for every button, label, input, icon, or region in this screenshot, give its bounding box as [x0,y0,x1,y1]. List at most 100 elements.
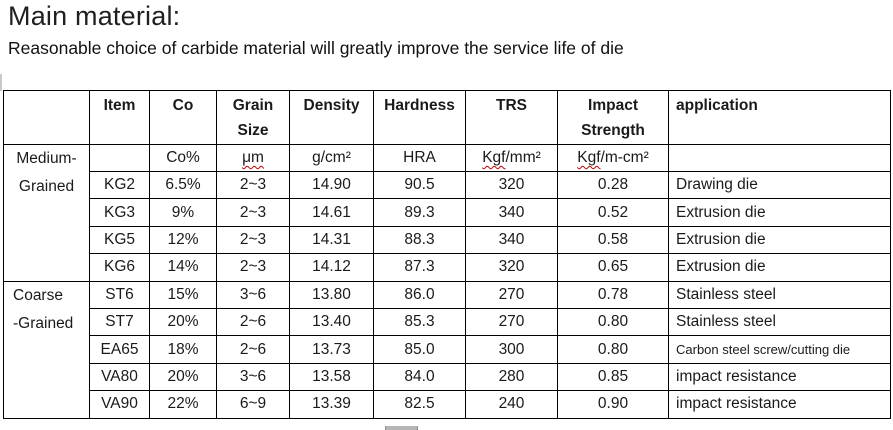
unit-trs: Kgf/mm² [465,144,558,172]
co-cell: 12% [149,225,217,255]
item-cell: VA90 [89,390,150,419]
trs-cell: 340 [465,198,558,227]
trs-cell: 320 [465,170,558,200]
horizontal-scrollbar-thumb[interactable] [385,426,418,430]
unit-text: Kgf [482,149,506,166]
grain-cell: 6~9 [216,390,290,419]
unit-hardness: HRA [373,144,466,172]
header-label: Co [172,97,194,114]
group-label-medium-grained: Medium- Grained [3,144,90,282]
co-cell: 20% [149,362,217,392]
unit-application-blank [668,144,891,172]
density-cell: 14.61 [289,198,374,227]
hardness-cell: 87.3 [373,253,466,282]
impact-cell: 0.85 [557,362,669,392]
hardness-cell: 84.0 [373,362,466,392]
application-cell: Extrusion die [668,198,891,227]
density-cell: 13.39 [289,390,374,419]
density-cell: 13.58 [289,362,374,392]
unit-density: g/cm² [289,144,374,172]
unit-grain: μm [216,144,290,172]
header-label: Strength [581,122,645,139]
group-label-line: Grained [18,178,75,195]
unit-text: /m-cm² [600,149,649,166]
co-cell: 18% [149,335,217,364]
unit-text: /mm² [505,149,541,166]
col-header-co: Co [149,90,217,145]
hardness-cell: 90.5 [373,170,466,200]
trs-cell: 270 [465,307,558,337]
header-label: application [676,97,758,114]
unit-co: Co% [149,144,217,172]
table-row: VA90 22% 6~9 13.39 82.5 240 0.90 impact … [4,390,891,419]
trs-cell: 280 [465,362,558,392]
table-row: KG2 6.5% 2~3 14.90 90.5 320 0.28 Drawing… [4,170,891,200]
trs-cell: 320 [465,253,558,282]
trs-cell: 340 [465,225,558,255]
grain-cell: 2~6 [216,335,290,364]
application-cell: impact resistance [668,390,891,419]
table-row: ST7 20% 2~6 13.40 85.3 270 0.80 Stainles… [4,307,891,337]
grain-cell: 3~6 [216,362,290,392]
header-label: Size [237,122,269,139]
density-cell: 13.73 [289,335,374,364]
col-header-application: application [668,90,891,145]
placeholder-edge-fragment [0,74,2,91]
grain-cell: 2~3 [216,225,290,255]
trs-cell: 240 [465,390,558,419]
grain-cell: 2~3 [216,170,290,200]
hardness-cell: 85.0 [373,335,466,364]
co-cell: 6.5% [149,170,217,200]
grain-cell: 2~3 [216,198,290,227]
table-row: KG5 12% 2~3 14.31 88.3 340 0.58 Extrusio… [4,225,891,255]
hardness-cell: 82.5 [373,390,466,419]
application-cell: Drawing die [668,170,891,200]
item-cell: KG5 [89,225,150,255]
co-cell: 15% [149,280,217,309]
impact-cell: 0.78 [557,280,669,309]
impact-cell: 0.80 [557,335,669,364]
grain-cell: 2~6 [216,307,290,337]
unit-text: Kgf [577,149,601,166]
impact-cell: 0.80 [557,307,669,337]
density-cell: 14.90 [289,170,374,200]
impact-cell: 0.52 [557,198,669,227]
table-row: KG3 9% 2~3 14.61 89.3 340 0.52 Extrusion… [4,198,891,227]
application-cell: Stainless steel [668,280,891,309]
item-cell: EA65 [89,335,150,364]
group-label-line: Coarse [13,286,63,304]
col-header-density: Density [289,90,374,145]
impact-cell: 0.90 [557,390,669,419]
table-row: Coarse -Grained ST6 15% 3~6 13.80 86.0 2… [3,280,891,419]
header-label: TRS [496,97,527,114]
trs-cell: 270 [465,280,558,309]
col-header-hardness: Hardness [373,90,466,145]
co-cell: 22% [149,390,217,419]
col-header-grain-size: Grain Size [216,90,290,145]
grain-cell: 2~3 [216,253,290,282]
hardness-cell: 86.0 [373,280,466,309]
application-cell: Carbon steel screw/cutting die [668,335,891,364]
units-row: Medium- Grained Co% μm g/cm² HRA Kgf/mm²… [3,144,891,282]
table-row: KG6 14% 2~3 14.12 87.3 320 0.65 Extrusio… [4,253,891,282]
density-cell: 14.12 [289,253,374,282]
unit-item-blank [89,144,150,172]
grain-cell: 3~6 [216,280,290,309]
header-row: Item Co Grain Size Density Hardness TRS I… [3,90,891,145]
hardness-cell: 88.3 [373,225,466,255]
impact-cell: 0.28 [557,170,669,200]
item-cell: KG2 [89,170,150,200]
table-row: EA65 18% 2~6 13.73 85.0 300 0.80 Carbon … [4,335,891,364]
unit-text: μm [242,149,264,166]
col-header-group [3,90,90,145]
col-header-impact-strength: Impact Strength [557,90,669,145]
header-label: Density [303,97,360,114]
hardness-cell: 89.3 [373,198,466,227]
item-cell: VA80 [89,362,150,392]
co-cell: 14% [149,253,217,282]
header-label: Grain [232,97,274,114]
header-label: Impact [588,97,638,114]
group-label-line: -Grained [13,314,74,332]
item-cell: ST7 [89,307,150,337]
co-cell: 20% [149,307,217,337]
